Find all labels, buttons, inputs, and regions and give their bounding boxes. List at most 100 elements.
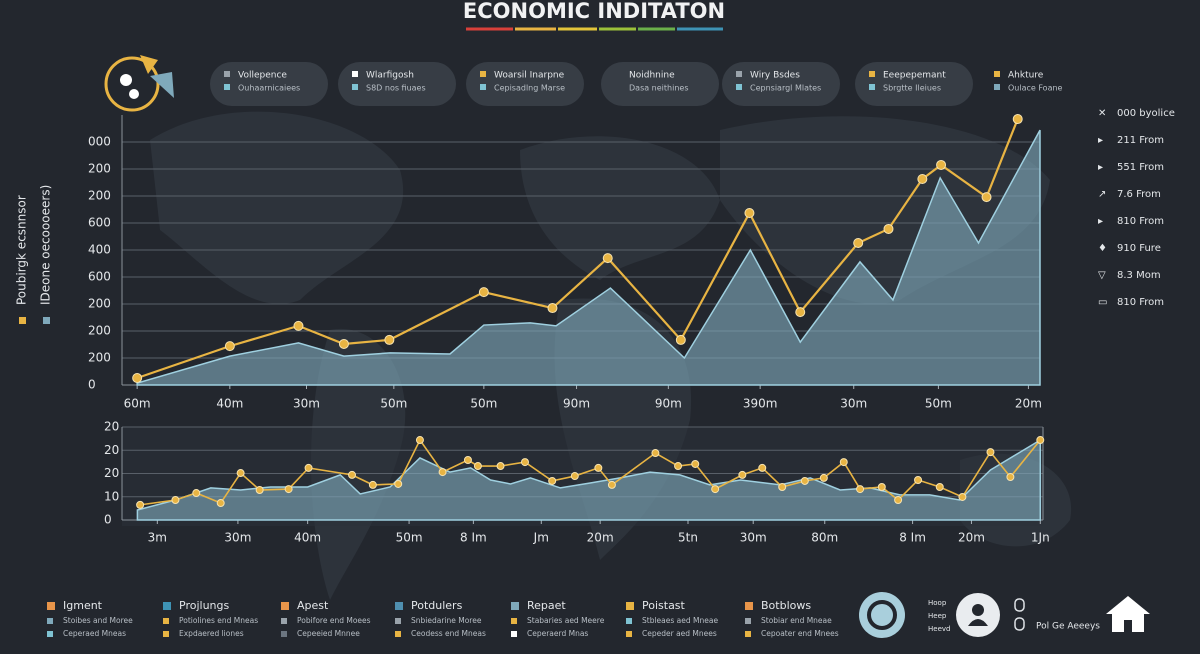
point — [894, 496, 903, 505]
home-icon — [1106, 596, 1150, 632]
point — [883, 223, 894, 234]
legend-swatch — [281, 602, 289, 610]
legend-swatch — [47, 602, 55, 610]
legend-swatch — [163, 631, 169, 637]
legend-swatch — [395, 631, 401, 637]
side-icon: ▸ — [1098, 162, 1103, 173]
y-tick-label: 20 — [104, 443, 119, 457]
point — [415, 436, 424, 445]
point — [216, 499, 225, 508]
legend-item: Cepeder aed Mnees — [642, 629, 717, 638]
point — [674, 462, 683, 471]
logo-wedge — [150, 72, 174, 98]
logo-ring — [104, 56, 160, 112]
x-tick-label: 60m — [124, 397, 151, 411]
legend-swatch — [281, 618, 287, 624]
pill-title: Vollepence — [238, 71, 287, 81]
legend-label: Poubirgk ecsnnsor — [15, 195, 29, 305]
x-tick-label: 50m — [470, 397, 497, 411]
point — [819, 473, 828, 482]
point — [293, 320, 304, 331]
legend-item: Stoibes and Moree — [63, 616, 133, 625]
x-tick-label: 390m — [743, 397, 778, 411]
pill-title: Noidhnine — [629, 71, 675, 81]
x-tick-label: 50m — [396, 531, 423, 545]
legend-title: Apest — [297, 599, 329, 612]
side-item: 810 From — [1117, 216, 1164, 227]
side-icon: ▭ — [1098, 297, 1107, 308]
pill-dot — [224, 71, 230, 77]
point — [384, 334, 395, 345]
side-icon: ▸ — [1098, 135, 1103, 146]
pill-title: Wlarfigosh — [366, 71, 414, 81]
point — [936, 159, 947, 170]
point — [520, 458, 529, 467]
y-tick-label: 200 — [88, 324, 111, 338]
side-icon: ♦ — [1098, 243, 1107, 254]
logo-wedge — [140, 55, 158, 74]
icon-note: Heep — [928, 612, 947, 620]
pill-dot — [994, 84, 1000, 90]
point — [691, 459, 700, 468]
y-tick-label: 600 — [88, 270, 111, 284]
point — [986, 448, 995, 457]
legend-label: IDeone oecoooeers) — [39, 185, 53, 305]
x-tick-label: 3m — [148, 531, 167, 545]
legend-swatch — [395, 618, 401, 624]
side-icon: ↗ — [1098, 189, 1106, 200]
legend-swatch — [745, 602, 753, 610]
y-tick-label: 000 — [88, 135, 111, 149]
y-tick-label: 10 — [104, 489, 119, 503]
point — [338, 338, 349, 349]
side-icon: ✕ — [1098, 108, 1106, 119]
pill-subtitle: Cepnsiargl Mlates — [750, 84, 821, 93]
pill-dot — [994, 71, 1000, 77]
pill — [722, 62, 840, 106]
x-tick-label: 20m — [958, 531, 985, 545]
legend-item: Snbiedarine Moree — [411, 616, 482, 625]
point — [304, 463, 313, 472]
legend-swatch — [511, 602, 519, 610]
pill-dot — [224, 84, 230, 90]
y-tick-label: 200 — [88, 351, 111, 365]
legend-title: Projlungs — [179, 599, 229, 612]
legend-item: Ceperaerd Mnas — [527, 629, 588, 638]
pill-title: Wiry Bsdes — [750, 71, 800, 81]
legend-swatch — [395, 602, 403, 610]
legend-item: Cepeeied Mnnee — [297, 629, 360, 638]
content: Vollepence Ouhaarnicaiees Wlarfigosh S8D no… — [15, 62, 1175, 638]
legend-swatch — [19, 317, 26, 324]
side-item: 910 Fure — [1117, 243, 1161, 254]
pill-dot — [736, 71, 742, 77]
legend-item: Potiolines end Mneas — [179, 616, 258, 625]
line — [140, 438, 1041, 506]
x-tick-label: 8 Im — [460, 531, 487, 545]
x-tick-label: 8 Im — [899, 531, 926, 545]
side-item: 551 From — [1117, 162, 1164, 173]
point — [171, 496, 180, 505]
legend-swatch — [745, 631, 751, 637]
point — [958, 492, 967, 501]
pill-dot — [869, 71, 875, 77]
point — [132, 372, 143, 383]
side-item: 211 From — [1117, 135, 1164, 146]
pill-dot — [352, 84, 358, 90]
legend-swatch — [43, 317, 50, 324]
point — [914, 476, 923, 485]
point — [651, 449, 660, 458]
x-tick-label: 90m — [655, 397, 682, 411]
legend-item: Expdaered liones — [179, 629, 244, 638]
x-tick-label: 30m — [840, 397, 867, 411]
legend-swatch — [281, 631, 287, 637]
x-tick-label: 40m — [294, 531, 321, 545]
point — [368, 480, 377, 489]
legend-item: Stabaries aed Meere — [527, 616, 605, 625]
icon-note: Heevd — [928, 625, 950, 633]
x-tick-label: 90m — [563, 397, 590, 411]
pill-dot — [869, 84, 875, 90]
point — [255, 486, 264, 495]
point — [800, 476, 809, 485]
y-tick-label: 400 — [88, 243, 111, 257]
side-item: 810 From — [1117, 297, 1164, 308]
